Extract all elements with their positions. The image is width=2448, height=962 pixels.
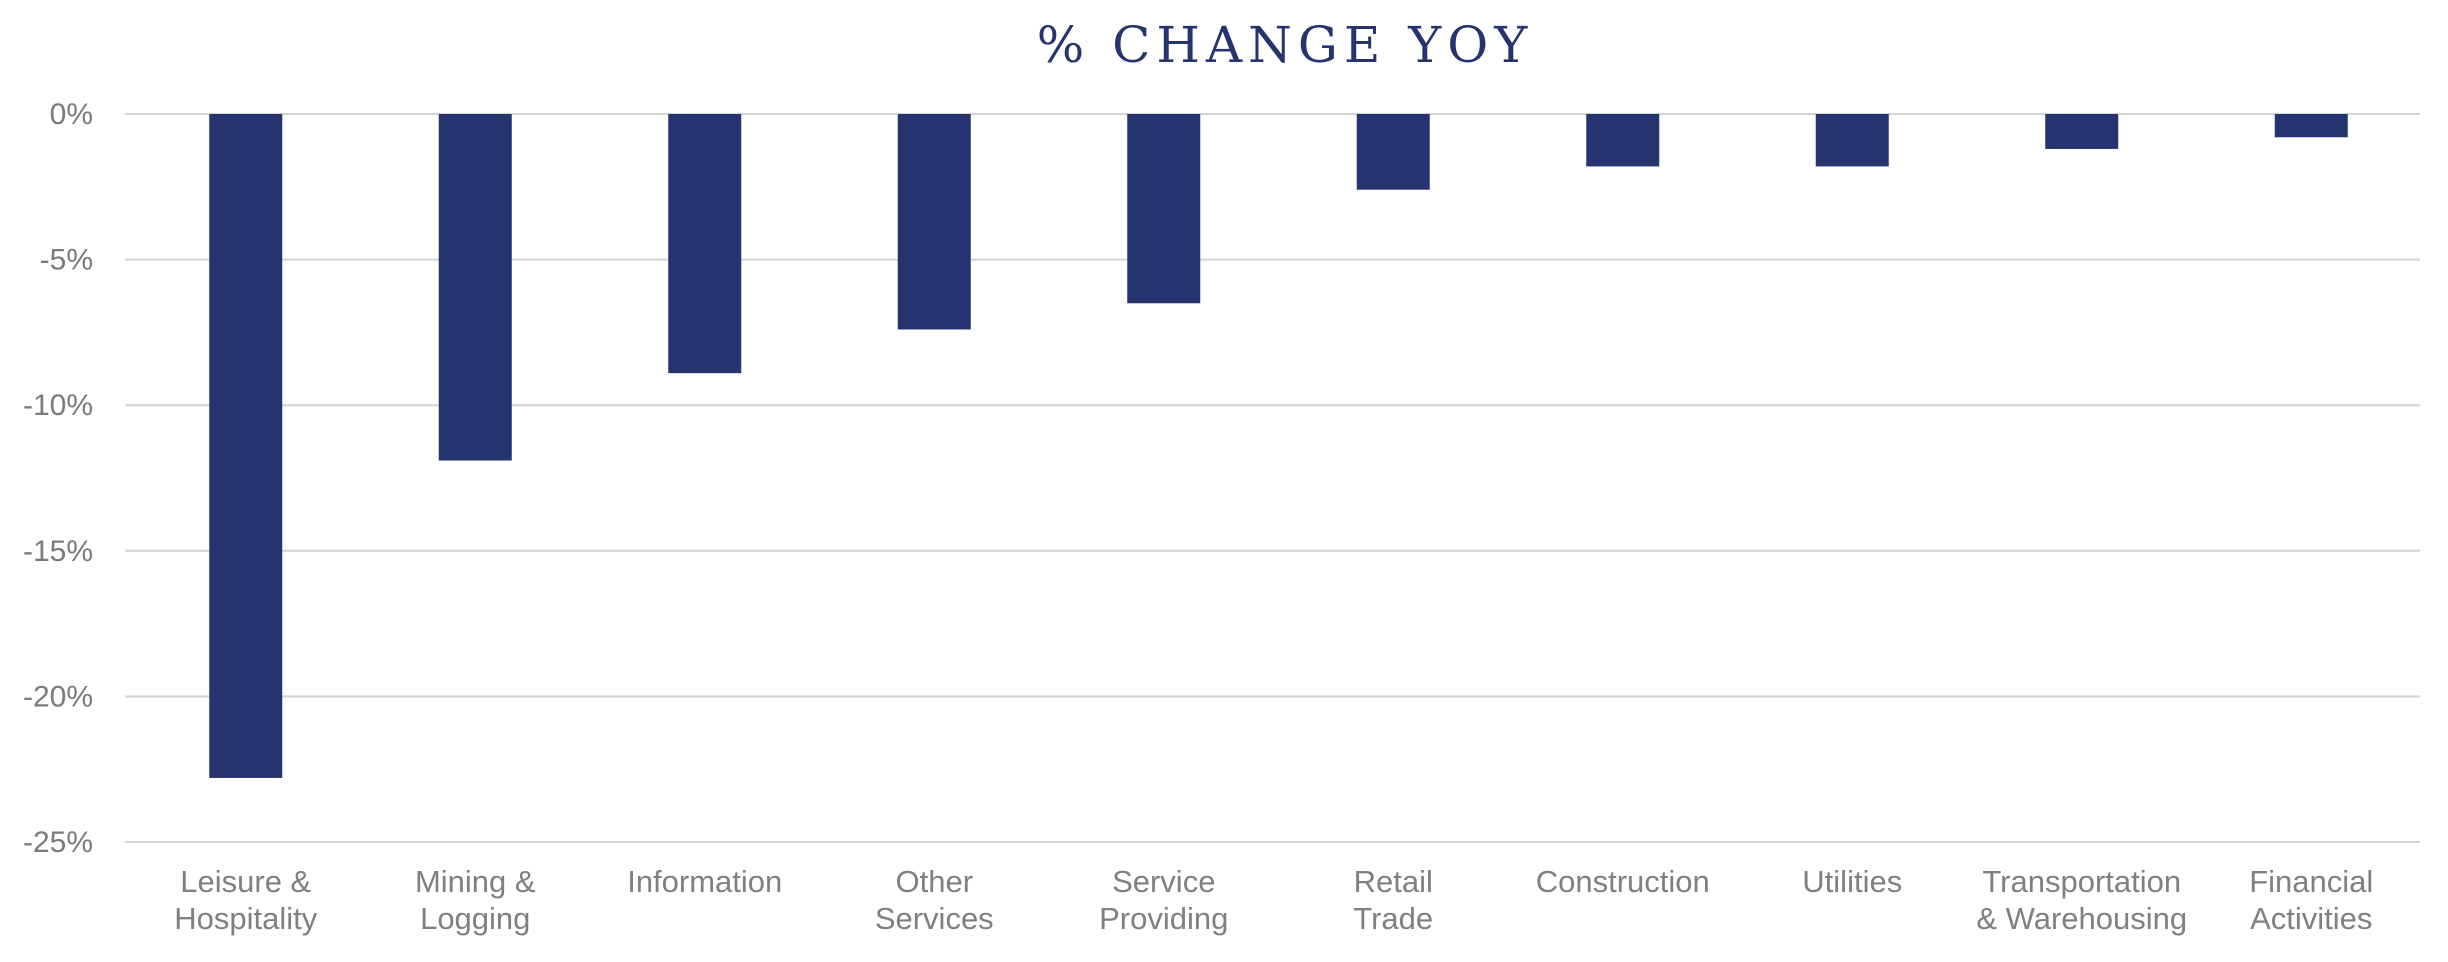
y-axis-ticks: 0% -5% -10% -15% -20% -25% — [23, 98, 93, 859]
bar — [668, 114, 742, 374]
x-tick-label: Logging — [420, 901, 530, 936]
bars — [209, 114, 2348, 778]
bar — [1356, 114, 1430, 190]
y-tick-label: -20% — [23, 680, 93, 713]
x-tick-label: Construction — [1536, 864, 1710, 899]
y-tick-label: -25% — [23, 826, 93, 859]
x-tick-label: Other — [895, 864, 973, 899]
bar — [2274, 114, 2348, 138]
chart-title: % CHANGE YOY — [1037, 16, 1533, 74]
x-tick-label: Transportation — [1982, 864, 2181, 899]
x-tick-label: Service — [1112, 864, 1215, 899]
x-tick-label: Hospitality — [174, 901, 317, 936]
y-tick-label: -10% — [23, 389, 93, 422]
y-tick-label: -5% — [40, 244, 93, 277]
bar — [1586, 114, 1660, 167]
x-tick-label: Mining & — [415, 864, 536, 899]
x-tick-label: Information — [627, 864, 782, 899]
bar — [209, 114, 283, 778]
x-tick-label: & Warehousing — [1976, 901, 2187, 936]
x-tick-label: Providing — [1099, 901, 1228, 936]
x-tick-label: Retail — [1354, 864, 1433, 899]
x-tick-label: Services — [875, 901, 994, 936]
x-axis-labels: Leisure &Hospitality Mining &Logging Infor… — [174, 864, 2373, 936]
y-tick-label: -15% — [23, 535, 93, 568]
x-tick-label: Activities — [2250, 901, 2372, 936]
bar — [2045, 114, 2119, 149]
bar — [1127, 114, 1201, 304]
bar — [897, 114, 971, 330]
x-tick-label: Financial — [2249, 864, 2373, 899]
x-tick-label: Utilities — [1802, 864, 1902, 899]
x-tick-label: Leisure & — [180, 864, 311, 899]
x-tick-label: Trade — [1353, 901, 1433, 936]
bar — [1815, 114, 1889, 167]
y-tick-label: 0% — [50, 98, 93, 131]
bar — [438, 114, 512, 461]
